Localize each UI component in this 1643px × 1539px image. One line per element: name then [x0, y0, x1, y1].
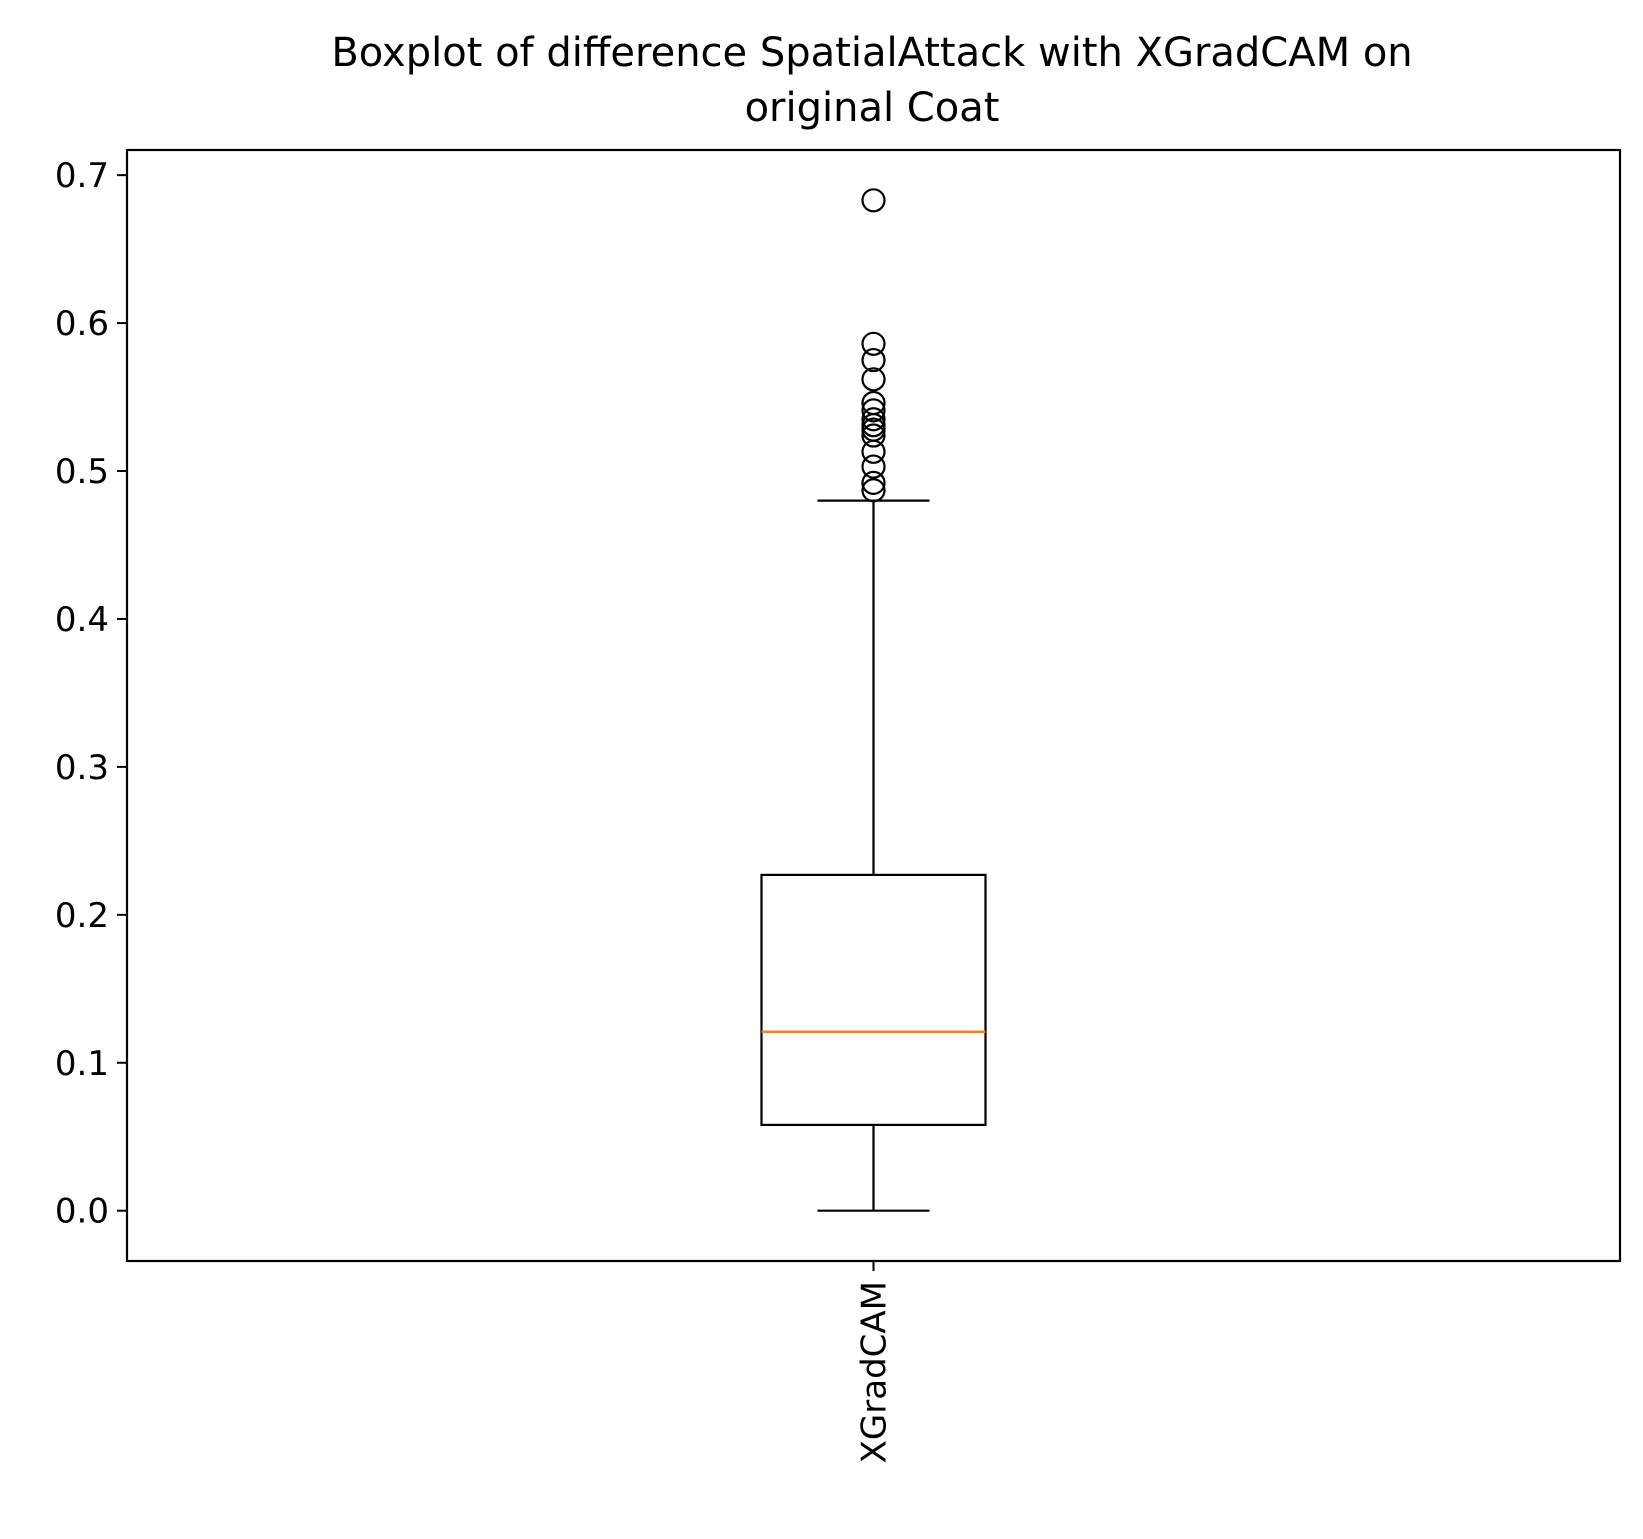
y-tick-label: 0.0	[55, 1192, 109, 1232]
y-tick-label: 0.6	[55, 304, 109, 344]
outlier-point	[861, 454, 886, 479]
y-tick-label: 0.1	[55, 1044, 109, 1084]
outlier-point	[861, 407, 886, 432]
iqr-box	[760, 873, 987, 1126]
outlier-point	[861, 347, 886, 373]
outlier-point	[861, 478, 886, 503]
outlier-point	[861, 470, 886, 495]
outlier-point	[861, 367, 886, 392]
chart-title-line-1: Boxplot of difference SpatialAttack with…	[331, 30, 1412, 76]
y-tick-label: 0.3	[55, 748, 109, 788]
y-tick-label: 0.4	[55, 600, 109, 640]
outlier-point	[861, 331, 886, 356]
plot-area-frame	[125, 148, 1622, 1263]
outlier-point	[861, 188, 886, 213]
y-tick-label: 0.7	[55, 156, 109, 196]
y-tick-label: 0.5	[55, 452, 109, 492]
y-axis: 0.0 0.1 0.2 0.3 0.4 0.5 0.6 0.7	[55, 156, 127, 1232]
outlier-point	[861, 398, 886, 423]
y-tick-label: 0.2	[55, 896, 109, 936]
x-tick-label: XGradCAM	[855, 1281, 895, 1463]
outlier-point	[861, 423, 886, 448]
outlier-point	[861, 439, 886, 464]
x-axis: XGradCAM	[855, 1261, 895, 1463]
box-series	[760, 188, 987, 1212]
chart-title-line-2: original Coat	[745, 85, 1000, 131]
